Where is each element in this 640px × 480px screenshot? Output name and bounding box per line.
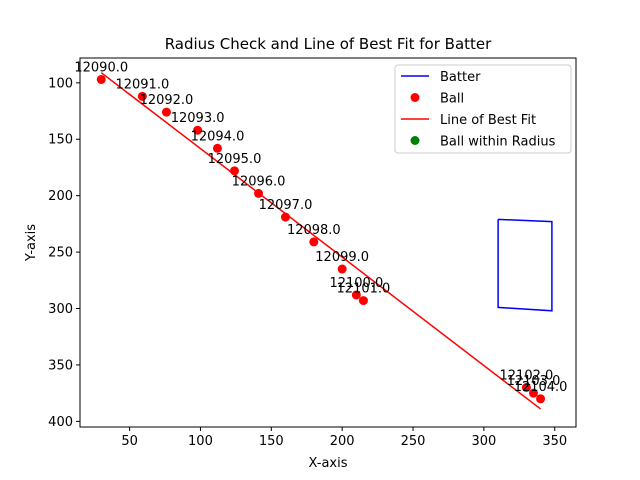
x-tick-label: 50	[121, 434, 138, 449]
x-tick-label: 100	[188, 434, 213, 449]
x-axis-title: X-axis	[309, 456, 348, 471]
ball-point-label: 12090.0	[74, 60, 128, 75]
x-tick-label: 250	[401, 434, 426, 449]
x-tick-label: 150	[259, 434, 284, 449]
ball-point	[229, 166, 239, 176]
legend-label: Ball within Radius	[440, 135, 556, 150]
ball-point	[521, 383, 531, 393]
ball-point	[280, 212, 290, 222]
ball-point-label: 12096.0	[232, 174, 286, 189]
y-tick-label: 150	[48, 133, 73, 148]
ball-point-label: 12099.0	[315, 250, 369, 265]
ball-point	[212, 143, 222, 153]
x-tick-label: 350	[542, 434, 567, 449]
x-tick-label: 200	[330, 434, 355, 449]
legend-label: Line of Best Fit	[440, 113, 536, 128]
batter-outline	[497, 218, 553, 312]
ball-point	[137, 91, 147, 101]
y-tick-label: 350	[48, 358, 73, 373]
ball-point	[528, 388, 538, 398]
legend-box	[394, 64, 572, 154]
y-tick-label: 300	[48, 302, 73, 317]
ball-point	[536, 394, 546, 404]
y-tick-label: 100	[48, 76, 73, 91]
legend-marker-swatch	[410, 136, 420, 145]
ball-point	[161, 107, 171, 117]
ball-point	[193, 125, 203, 135]
ball-point	[337, 264, 347, 274]
ball-point-label: 12097.0	[259, 198, 313, 213]
ball-point-label: 12104.0	[514, 380, 568, 395]
chart-title: Radius Check and Line of Best Fit for Ba…	[165, 35, 492, 53]
y-tick-label: 250	[48, 246, 73, 261]
y-tick-label: 400	[48, 415, 73, 430]
ball-point	[358, 296, 368, 306]
legend-marker-swatch	[410, 93, 420, 102]
ball-point	[351, 290, 361, 300]
best-fit-line	[100, 72, 542, 410]
ball-point-label: 12094.0	[191, 129, 245, 144]
ball-point	[254, 188, 264, 198]
ball-point-label: 12102.0	[500, 369, 554, 384]
ball-point-label: 12093.0	[171, 111, 225, 126]
legend-label: Batter	[440, 70, 481, 85]
ball-point-label: 12103.0	[507, 374, 561, 389]
ball-point-label: 12098.0	[287, 223, 341, 238]
ball-point-label: 12100.0	[329, 276, 383, 291]
legend-label: Ball	[440, 92, 464, 107]
x-tick-label: 300	[471, 434, 496, 449]
ball-point	[309, 237, 319, 247]
plot-frame	[79, 57, 577, 428]
ball-point-label: 12101.0	[337, 282, 391, 297]
ball-point-label: 12095.0	[208, 152, 262, 167]
ball-point	[96, 74, 106, 84]
y-axis-title: Y-axis	[24, 224, 39, 262]
ball-point-label: 12091.0	[115, 77, 169, 92]
y-tick-label: 200	[48, 189, 73, 204]
ball-point-label: 12092.0	[140, 93, 194, 108]
